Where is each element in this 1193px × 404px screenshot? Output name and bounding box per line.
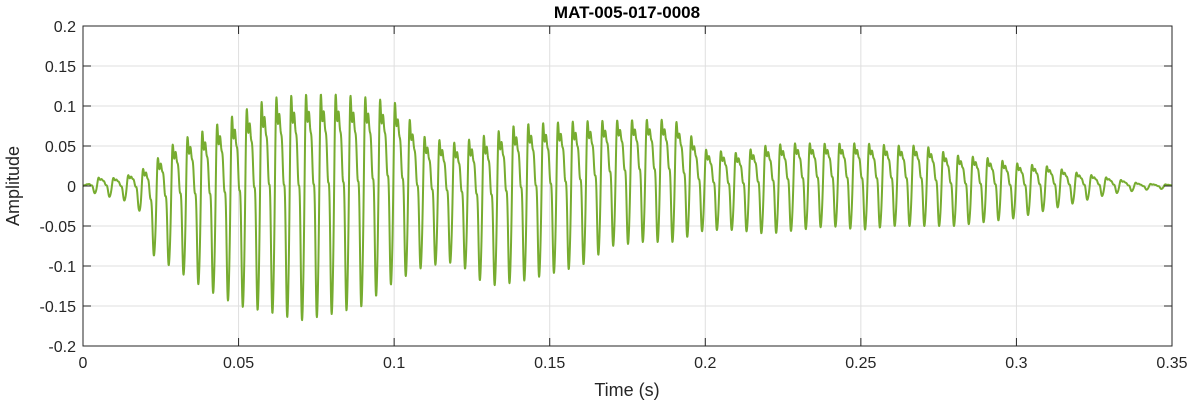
y-tick-label: 0.1 [54, 99, 76, 116]
y-axis-label: Amplitude [3, 146, 23, 226]
x-tick-label: 0 [79, 355, 88, 372]
x-tick-label: 0.1 [383, 355, 405, 372]
y-tick-label: -0.15 [40, 299, 77, 316]
x-axis-label: Time (s) [594, 380, 659, 400]
amplitude-series-line [82, 93, 1173, 322]
x-tick-label: 0.3 [1005, 355, 1027, 372]
y-tick-label: -0.1 [48, 259, 76, 276]
x-tick-label: 0.25 [845, 355, 876, 372]
y-tick-label: -0.05 [40, 219, 77, 236]
x-tick-label: 0.05 [223, 355, 254, 372]
y-tick-label: 0 [67, 179, 76, 196]
x-tick-label: 0.35 [1156, 355, 1187, 372]
y-tick-label: 0.15 [45, 59, 76, 76]
x-tick-label: 0.15 [534, 355, 565, 372]
y-tick-label: 0.05 [45, 139, 76, 156]
axis-ticks [82, 25, 1173, 347]
x-tick-labels: 0 0.05 0.1 0.15 0.2 0.25 0.3 0.35 [79, 355, 1188, 372]
x-tick-label: 0.2 [694, 355, 716, 372]
chart-title: MAT-005-017-0008 [554, 3, 700, 22]
y-tick-label: 0.2 [54, 19, 76, 36]
y-tick-labels: 0.2 0.15 0.1 0.05 0 -0.05 -0.1 -0.15 -0.2 [40, 19, 77, 356]
y-tick-label: -0.2 [48, 339, 76, 356]
